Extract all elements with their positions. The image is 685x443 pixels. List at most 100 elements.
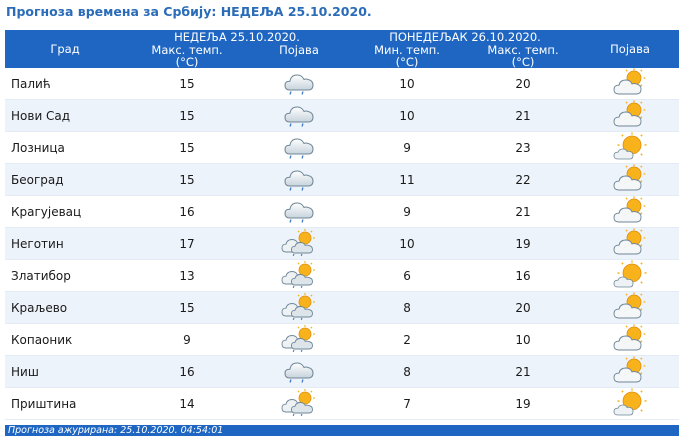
forecast-table: Град НЕДЕЉА 25.10.2020. ПОНЕДЕЉАК 26.10.… (5, 30, 680, 421)
mostly-sunny-icon (612, 260, 648, 291)
table-row: Приштина 14 7 19 (5, 387, 680, 421)
sun-cloud-rain-icon (281, 324, 317, 355)
header-day1-max-label: Макс. темп. (151, 43, 223, 57)
day2-min-temp: 10 (349, 99, 466, 133)
partly-cloudy-icon (612, 356, 648, 387)
day2-weather (581, 195, 680, 229)
forecast-updated-footer: Прогноза ажурирана: 25.10.2020. 04:54:01 (5, 425, 679, 436)
table-row: Златибор 13 6 16 (5, 259, 680, 293)
day2-weather (581, 355, 680, 389)
day1-weather (249, 163, 350, 197)
city-name: Копаоник (5, 323, 125, 357)
day2-min-temp: 9 (349, 195, 466, 229)
sun-cloud-rain-icon (281, 260, 317, 291)
day1-max-temp: 15 (125, 163, 249, 197)
day2-min-temp: 10 (349, 68, 466, 101)
day2-weather (581, 387, 680, 421)
day1-max-temp: 15 (125, 291, 249, 325)
table-row: Лозница 15 9 23 (5, 131, 680, 165)
day2-max-temp: 20 (465, 291, 582, 325)
header-day1-max: Макс. темп. (°C) (125, 44, 249, 68)
city-name: Крагујевац (5, 195, 125, 229)
header-day2-phenomenon: Појава (581, 30, 680, 68)
city-name: Златибор (5, 259, 125, 293)
day1-weather (249, 291, 350, 325)
day2-min-temp: 8 (349, 355, 466, 389)
day2-min-temp: 9 (349, 131, 466, 165)
table-row: Копаоник 9 2 10 (5, 323, 680, 357)
header-day2-max-unit: (°C) (511, 55, 535, 69)
header-row-columns: Макс. темп. (°C) Појава Мин. темп. (°C) … (5, 44, 679, 68)
day1-weather (249, 99, 350, 133)
header-city: Град (5, 30, 125, 68)
table-row: Палић 15 10 20 (5, 68, 680, 101)
day2-weather (581, 323, 680, 357)
day2-min-temp: 10 (349, 227, 466, 261)
city-name: Приштина (5, 387, 125, 421)
city-name: Краљево (5, 291, 125, 325)
day1-weather (249, 68, 350, 101)
day2-min-temp: 8 (349, 291, 466, 325)
city-name: Београд (5, 163, 125, 197)
cloud-drizzle-icon (282, 132, 316, 163)
table-row: Ниш 16 8 21 (5, 355, 680, 389)
day2-weather (581, 68, 680, 101)
day1-weather (249, 195, 350, 229)
day2-min-temp: 11 (349, 163, 466, 197)
day1-max-temp: 16 (125, 195, 249, 229)
day1-weather (249, 227, 350, 261)
partly-cloudy-icon (612, 68, 648, 99)
day1-max-temp: 15 (125, 131, 249, 165)
table-row: Неготин 17 10 19 (5, 227, 680, 261)
partly-cloudy-icon (612, 164, 648, 195)
city-name: Ниш (5, 355, 125, 389)
header-day2-min-unit: (°C) (395, 55, 419, 69)
header-day2-min-label: Мин. темп. (374, 43, 440, 57)
header-row-days: Град НЕДЕЉА 25.10.2020. ПОНЕДЕЉАК 26.10.… (5, 30, 680, 68)
day2-weather (581, 291, 680, 325)
day1-max-temp: 16 (125, 355, 249, 389)
sun-cloud-rain-icon (281, 292, 317, 323)
sun-cloud-rain-icon (281, 228, 317, 259)
day2-max-temp: 19 (465, 387, 582, 421)
partly-cloudy-icon (612, 196, 648, 227)
table-row: Краљево 15 8 20 (5, 291, 680, 325)
day2-weather (581, 131, 680, 165)
partly-cloudy-icon (612, 292, 648, 323)
day2-weather (581, 99, 680, 133)
day1-max-temp: 17 (125, 227, 249, 261)
table-row: Београд 15 11 22 (5, 163, 680, 197)
city-name: Нови Сад (5, 99, 125, 133)
header-day2-min: Мин. темп. (°C) (349, 43, 466, 69)
table-row: Нови Сад 15 10 21 (5, 99, 680, 133)
city-name: Палић (5, 68, 125, 101)
day2-max-temp: 19 (465, 227, 582, 261)
header-day2-max: Макс. темп. (°C) (465, 43, 582, 69)
header-day1-phenomenon: Појава (249, 44, 350, 68)
city-name: Неготин (5, 227, 125, 261)
day2-weather (581, 227, 680, 261)
day2-min-temp: 2 (349, 323, 466, 357)
city-name: Лозница (5, 131, 125, 165)
mostly-sunny-icon (612, 132, 648, 163)
day2-min-temp: 7 (349, 387, 466, 421)
partly-cloudy-icon (612, 100, 648, 131)
day2-max-temp: 21 (465, 355, 582, 389)
day2-max-temp: 21 (465, 195, 582, 229)
partly-cloudy-icon (612, 324, 648, 355)
page-title: Прогноза времена за Србију: НЕДЕЉА 25.10… (6, 4, 372, 19)
day1-weather (249, 131, 350, 165)
day2-weather (581, 163, 680, 197)
day2-max-temp: 20 (465, 68, 582, 101)
day1-max-temp: 9 (125, 323, 249, 357)
day2-max-temp: 16 (465, 259, 582, 293)
day1-weather (249, 355, 350, 389)
day2-min-temp: 6 (349, 259, 466, 293)
header-day1-max-unit: (°C) (175, 55, 199, 69)
day2-max-temp: 10 (465, 323, 582, 357)
header-day2-max-label: Макс. темп. (487, 43, 559, 57)
header-day1: НЕДЕЉА 25.10.2020. (125, 30, 350, 44)
partly-cloudy-icon (612, 228, 648, 259)
day2-weather (581, 259, 680, 293)
day1-weather (249, 387, 350, 421)
